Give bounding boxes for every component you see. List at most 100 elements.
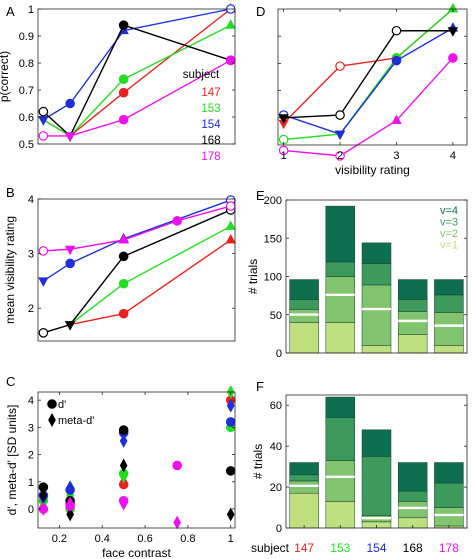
x-axis-label: subject (251, 541, 290, 555)
data-point-178 (38, 246, 49, 256)
bar-segment-168-v=4 (397, 279, 428, 300)
x-tick-label-178: 178 (439, 541, 459, 555)
y-tick-label: 3 (28, 422, 34, 434)
legend-entry-v=4: v=4 (440, 205, 458, 217)
bar-segment-147-v=3 (289, 474, 319, 482)
series-line-168 (42, 24, 231, 138)
bar-segment-153-v=2 (325, 276, 356, 323)
y-tick-label: 60 (270, 400, 282, 412)
y-axis-label: p(correct) (0, 51, 11, 102)
axes-box-b (37, 198, 236, 342)
bar-segment-153-v=4 (325, 205, 356, 263)
legend-entry-v=3: v=3 (440, 217, 458, 229)
bar-segment-153-v=1 (325, 322, 356, 354)
data-point-168 (38, 106, 49, 117)
series-line-147 (283, 8, 454, 124)
bar-segment-168-v=4 (397, 462, 428, 492)
data-point-178 (38, 131, 49, 141)
bar-segment-147-v=1 (289, 492, 319, 529)
series-line-153 (283, 8, 454, 141)
series-line-168 (43, 209, 231, 334)
data-point-154 (391, 55, 402, 66)
x-tick-label-168: 168 (403, 541, 423, 555)
panel-label-f: F (256, 379, 264, 394)
y-tick-label: 40 (270, 441, 282, 453)
y-tick-label: 0.9 (19, 31, 34, 43)
y-tick-label: 150 (264, 233, 282, 245)
bar-segment-153-v=1 (325, 501, 356, 529)
data-point-168 (118, 20, 129, 30)
y-tick-label: 2 (28, 450, 34, 462)
data-point-153 (225, 19, 236, 29)
d-prime-point-168 (38, 482, 49, 492)
x-tick-label: 4 (450, 150, 456, 162)
bar-segment-147-v=2 (289, 309, 319, 323)
data-point-168 (447, 27, 459, 37)
d-prime-point-154 (65, 485, 75, 495)
y-tick-label: 200 (264, 195, 282, 207)
series-line-153 (69, 225, 232, 326)
bar-segment-153-v=4 (325, 396, 356, 418)
data-point-178 (391, 114, 402, 125)
series-line-178 (283, 57, 454, 157)
y-tick-label: 50 (270, 310, 282, 322)
data-point-178 (225, 201, 236, 211)
legend-entry-153: 153 (201, 103, 220, 115)
bar-segment-154-v=4 (361, 242, 392, 264)
y-axis-label: # trials (251, 444, 265, 479)
y-tick-label: 1 (28, 4, 34, 16)
meta-d-point-168 (119, 458, 128, 473)
axes-box-a (37, 8, 236, 145)
data-point-178 (172, 216, 182, 226)
x-tick-label-154: 154 (366, 541, 386, 555)
data-point-154 (65, 258, 75, 269)
x-tick-label: 0.2 (52, 533, 67, 545)
panel-label-e: E (256, 188, 265, 203)
data-point-178 (64, 132, 76, 142)
d-prime-point-154 (225, 417, 236, 427)
x-tick-label-153: 153 (330, 541, 350, 555)
meta-d-point-154 (226, 398, 235, 413)
bar-segment-147-v=4 (289, 279, 319, 300)
y-tick-label: 0.8 (19, 58, 34, 70)
legend-entry-168: 168 (201, 135, 220, 147)
data-point-168 (38, 328, 49, 338)
data-point-178 (118, 114, 129, 125)
panel-label-d: D (256, 4, 265, 19)
series-line-168 (283, 30, 453, 119)
meta-d-point-168 (66, 507, 74, 522)
data-point-168 (278, 114, 289, 124)
legend-marker-d-prime (47, 399, 57, 409)
bar-segment-154-v=3 (361, 456, 392, 516)
y-axis-label: d', meta-d' [SD units] (5, 405, 19, 516)
bar-segment-168-v=3 (397, 490, 428, 502)
bar-segment-178-v=1 (434, 345, 464, 354)
bar-segment-168-v=1 (397, 334, 428, 354)
bar-segment-178-v=4 (434, 462, 464, 484)
y-tick-label: 0 (276, 348, 282, 360)
d-prime-point-168 (118, 425, 129, 435)
y-tick-label: 0 (276, 523, 282, 535)
y-tick-label: 2 (28, 303, 34, 315)
series-line-154 (42, 8, 231, 121)
bar-segment-147-v=3 (289, 299, 319, 310)
y-axis-label: mean visibility rating (3, 216, 17, 324)
y-tick-label: 20 (270, 482, 282, 494)
bar-segment-178-v=2 (434, 507, 464, 527)
bar-segment-147-v=4 (289, 462, 319, 476)
axes-box-d (277, 8, 468, 146)
legend-entry-d-prime: d' (58, 399, 66, 411)
y-tick-label: 0.6 (19, 112, 34, 124)
bar-segment-154-v=2 (361, 284, 392, 346)
data-point-153 (225, 220, 236, 230)
d-prime-point-178 (65, 501, 75, 512)
data-point-154 (38, 277, 49, 287)
y-tick-label: 4 (28, 194, 34, 206)
legend-marker-meta-d (48, 413, 56, 427)
x-tick-label: 1 (281, 150, 287, 162)
legend-entry-v=1: v=1 (440, 240, 458, 252)
data-point-154 (65, 98, 75, 109)
data-point-178 (448, 53, 458, 63)
y-axis-label: # trials (246, 259, 260, 294)
